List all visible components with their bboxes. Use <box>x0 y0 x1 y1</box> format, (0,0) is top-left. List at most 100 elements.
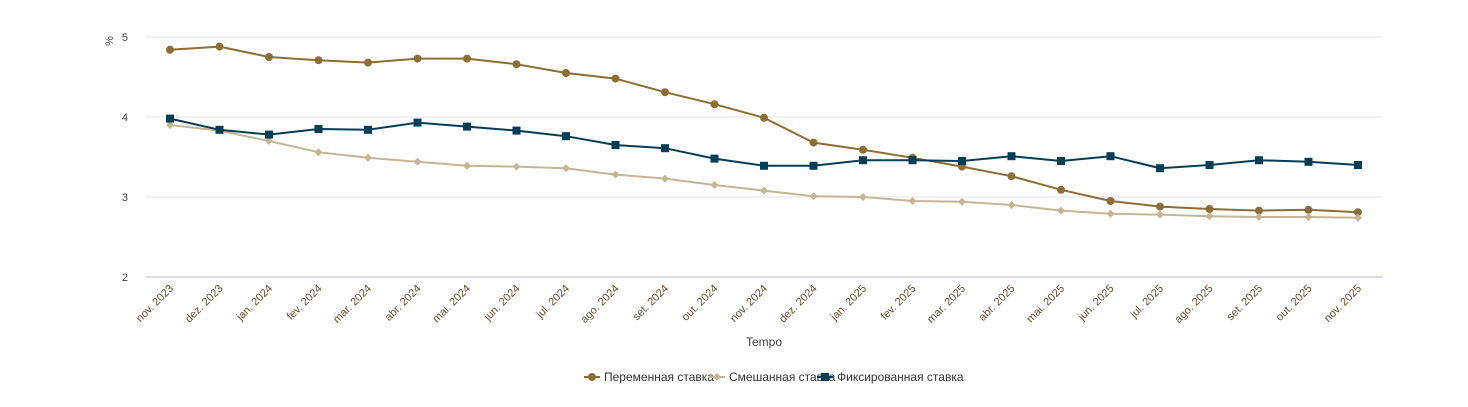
data-point <box>859 156 867 165</box>
legend-circle-icon <box>588 373 596 381</box>
data-point <box>859 193 867 201</box>
data-point <box>760 113 768 122</box>
data-point <box>958 157 966 165</box>
data-point <box>908 197 917 205</box>
y-tick-label: 3 <box>122 192 128 204</box>
data-point <box>661 88 669 97</box>
data-point <box>1304 205 1313 214</box>
data-point <box>364 125 372 134</box>
data-point <box>512 126 521 135</box>
x-tick-label: jun. 2025 <box>1075 283 1116 324</box>
series-3 <box>166 114 1362 173</box>
data-point <box>1156 210 1164 219</box>
data-point <box>1057 206 1065 215</box>
data-point <box>710 181 719 189</box>
data-point <box>760 186 768 195</box>
x-tick-label: out. 2024 <box>680 283 721 324</box>
data-point <box>562 164 570 173</box>
data-point <box>859 145 867 154</box>
x-tick-label: mar. 2024 <box>331 283 374 326</box>
data-point <box>562 69 570 77</box>
data-point <box>463 122 471 131</box>
data-point <box>1304 213 1313 221</box>
data-point <box>512 60 521 69</box>
legend-item-2[interactable]: Смешанная ставка <box>709 370 836 384</box>
series-line <box>169 124 1359 219</box>
data-point <box>413 54 422 63</box>
data-point <box>611 170 620 179</box>
data-point <box>1057 185 1065 194</box>
data-point <box>562 132 570 141</box>
series-1 <box>166 42 1362 217</box>
data-point <box>1205 161 1214 169</box>
data-point <box>265 130 273 139</box>
x-tick-label: jan. 2024 <box>234 283 275 324</box>
data-point <box>1007 152 1016 161</box>
data-point <box>166 45 174 54</box>
y-axis: 2 3 4 5 <box>122 32 128 284</box>
gridlines <box>146 36 1383 278</box>
data-point <box>314 148 323 157</box>
x-tick-label: abr. 2025 <box>977 283 1018 324</box>
legend-item-3[interactable]: Фиксированная ставка <box>817 370 964 384</box>
data-point <box>512 162 521 171</box>
data-point <box>1255 156 1263 165</box>
x-tick-label: ago. 2024 <box>579 283 622 326</box>
data-point <box>661 174 669 183</box>
data-point <box>166 114 174 123</box>
x-tick-label: mai. 2024 <box>430 283 473 326</box>
data-point <box>314 125 323 133</box>
data-point <box>413 118 422 127</box>
x-tick-label: nov. 2023 <box>134 283 176 325</box>
data-point <box>1057 157 1065 165</box>
x-axis: nov. 2023 dez. 2023 jan. 2024 fev. 2024 mar.… <box>134 283 1364 326</box>
data-point <box>958 197 966 206</box>
data-point <box>1007 201 1016 209</box>
x-tick-label: fev. 2024 <box>285 283 325 323</box>
x-tick-label: jul. 2024 <box>534 283 573 322</box>
series-line <box>169 117 1359 170</box>
y-axis-label: % <box>104 36 116 46</box>
data-point <box>1106 209 1115 218</box>
data-point <box>1255 206 1263 215</box>
y-tick-label: 5 <box>122 32 128 44</box>
legend-label: Фиксированная ставка <box>837 370 964 384</box>
x-tick-label: jan. 2025 <box>828 283 869 324</box>
data-point <box>1205 205 1214 213</box>
data-point <box>1304 157 1313 166</box>
data-point <box>265 53 273 61</box>
data-point <box>1106 152 1115 161</box>
data-point <box>1007 172 1016 181</box>
data-point <box>710 100 719 109</box>
x-tick-label: set. 2024 <box>631 283 671 323</box>
data-point <box>1156 164 1164 173</box>
data-point <box>215 42 224 51</box>
data-point <box>809 192 818 201</box>
data-point <box>611 141 620 149</box>
series-2 <box>166 121 1362 222</box>
series-group <box>166 42 1362 222</box>
x-tick-label: mar. 2025 <box>925 283 968 326</box>
x-tick-label: mai. 2025 <box>1024 283 1067 326</box>
legend-label: Переменная ставка <box>604 370 714 384</box>
data-point <box>1156 202 1164 211</box>
legend-item-1[interactable]: Переменная ставка <box>584 370 714 384</box>
data-point <box>809 138 818 147</box>
data-point <box>760 161 768 170</box>
data-point <box>215 125 224 134</box>
x-tick-label: nov. 2025 <box>1322 283 1364 325</box>
data-point <box>364 58 372 67</box>
legend: Переменная ставка Смешанная ставка Фиксиро… <box>584 370 964 384</box>
data-point <box>1354 213 1362 222</box>
x-tick-label: dez. 2024 <box>777 283 820 326</box>
x-tick-label: jul. 2025 <box>1128 283 1167 322</box>
data-point <box>1205 212 1214 221</box>
x-axis-label: Tempo <box>746 335 782 349</box>
x-tick-label: fev. 2025 <box>879 283 919 323</box>
legend-square-icon <box>821 373 829 381</box>
data-point <box>809 161 818 170</box>
x-tick-label: jun. 2024 <box>481 283 522 324</box>
data-point <box>463 54 471 63</box>
data-point <box>166 121 174 129</box>
